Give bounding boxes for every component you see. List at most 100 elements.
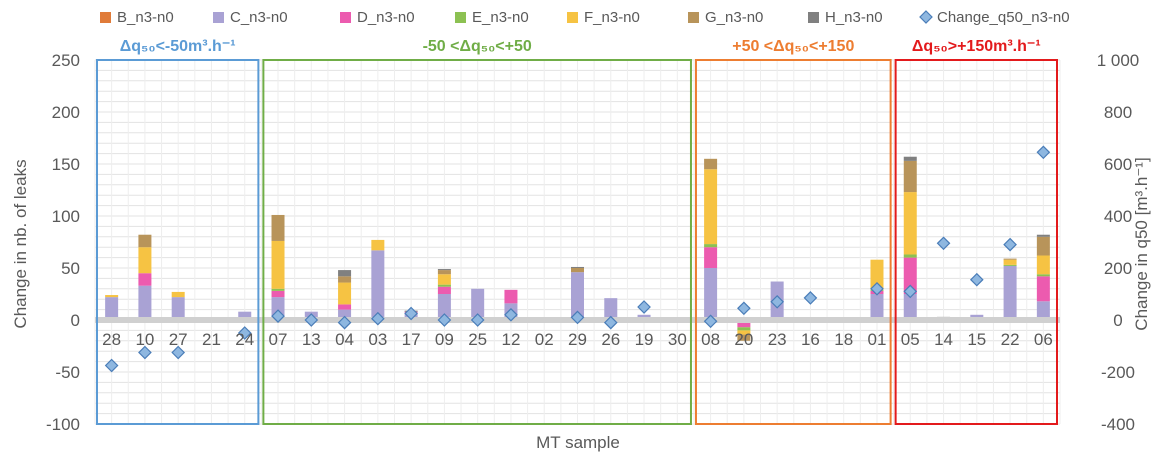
bar-G_n3-n0-06	[1036, 236, 1050, 256]
q50-marker-22	[1003, 237, 1017, 252]
bar-E_n3-n0-08	[704, 244, 718, 248]
bar-C_n3-n0-09	[437, 294, 451, 320]
category-label-26: 26	[601, 330, 620, 349]
group-label-3: Δq₅₀>+150m³.h⁻¹	[912, 38, 1041, 55]
bar-F_n3-n0-22	[1003, 259, 1017, 265]
q50-marker-29	[570, 310, 585, 325]
y2-tick-label: 800	[1104, 103, 1132, 122]
q50-marker-27	[171, 345, 186, 360]
bar-C_n3-n0-28	[105, 297, 119, 320]
bar-F_n3-n0-27	[171, 291, 185, 298]
category-label-12: 12	[501, 330, 520, 349]
bar-E_n3-n0-09	[437, 284, 451, 287]
q50-marker-06	[1036, 145, 1051, 160]
category-label-24: 24	[235, 330, 254, 349]
group-label-1: -50 <Δq₅₀<+50	[423, 38, 532, 55]
legend-swatch-C_n3-n0	[213, 12, 224, 23]
category-label-21: 21	[202, 330, 221, 349]
bar-E_n3-n0-20	[737, 327, 751, 331]
bar-C_n3-n0-05	[903, 294, 917, 320]
q50-marker-23	[770, 294, 785, 309]
category-label-09: 09	[435, 330, 454, 349]
q50-marker-03	[370, 311, 385, 326]
legend-label-B_n3-n0: B_n3-n0	[117, 9, 174, 26]
category-label-01: 01	[868, 330, 887, 349]
y2-axis-ticks: -400 -200 0 200 400 600 800 1 000	[1097, 51, 1140, 434]
y-axis-ticks: -100 -50 0 50 100 150 200 250	[46, 51, 80, 434]
y-tick-label: 0	[71, 311, 80, 330]
bar-G_n3-n0-10	[138, 234, 152, 248]
x-axis-label: MT sample	[536, 433, 620, 452]
category-label-07: 07	[269, 330, 288, 349]
bar-C_n3-n0-06	[1036, 301, 1050, 320]
bar-C_n3-n0-04	[338, 309, 352, 320]
legend-swatch-B_n3-n0	[100, 12, 111, 23]
legend-swatch-E_n3-n0	[455, 12, 466, 23]
y2-tick-label: 400	[1104, 207, 1132, 226]
legend-label-E_n3-n0: E_n3-n0	[472, 9, 529, 26]
y2-tick-label: 200	[1104, 259, 1132, 278]
bar-E_n3-n0-07	[271, 288, 285, 291]
bar-H_n3-n0-05	[903, 156, 917, 161]
category-label-13: 13	[302, 330, 321, 349]
bar-G_n3-n0-22	[1003, 258, 1017, 260]
y2-axis-label: Change in q50 [m³.h⁻¹]	[1132, 157, 1151, 330]
q50-marker-13	[304, 313, 319, 327]
bar-F_n3-n0-05	[903, 192, 917, 255]
q50-marker-19	[637, 300, 651, 314]
bar-C_n3-n0-10	[138, 285, 152, 320]
bar-F_n3-n0-09	[437, 274, 451, 285]
bar-D_n3-n0-08	[704, 247, 718, 268]
legend-swatch-F_n3-n0	[567, 12, 578, 23]
bar-G_n3-n0-08	[704, 158, 718, 170]
q50-marker-26	[603, 315, 618, 330]
group-boxes: Δq₅₀<-50m³.h⁻¹ -50 <Δq₅₀<+50 +50 <Δq₅₀<+15…	[96, 38, 1058, 425]
y2-tick-label: 0	[1113, 311, 1122, 330]
category-label-27: 27	[169, 330, 188, 349]
bar-H_n3-n0-04	[338, 270, 352, 277]
bar-G_n3-n0-05	[903, 160, 917, 193]
category-label-17: 17	[402, 330, 421, 349]
legend-marker-Change_q50_n3-n0	[919, 10, 933, 24]
y-tick-label: -50	[55, 363, 80, 382]
category-label-28: 28	[102, 330, 121, 349]
bar-H_n3-n0-09	[437, 269, 451, 271]
q50-markers	[104, 145, 1051, 373]
bar-F_n3-n0-20	[737, 330, 751, 335]
y-tick-label: 100	[52, 207, 80, 226]
bar-D_n3-n0-09	[437, 286, 451, 294]
bar-C_n3-n0-22	[1003, 265, 1017, 320]
category-label-14: 14	[934, 330, 953, 349]
bar-F_n3-n0-01	[870, 259, 884, 290]
category-label-23: 23	[768, 330, 787, 349]
q50-marker-16	[803, 291, 818, 305]
q50-marker-28	[104, 358, 119, 373]
bar-C_n3-n0-08	[704, 268, 718, 320]
category-label-22: 22	[1001, 330, 1020, 349]
q50-marker-12	[504, 307, 518, 322]
legend-label-Change_q50_n3-n0: Change_q50_n3-n0	[937, 9, 1070, 26]
y-tick-label: -100	[46, 415, 80, 434]
bar-F_n3-n0-08	[704, 169, 718, 245]
bar-F_n3-n0-06	[1036, 255, 1050, 275]
legend-label-C_n3-n0: C_n3-n0	[230, 9, 288, 26]
q50-marker-25	[470, 313, 485, 327]
category-label-20: 20	[734, 330, 753, 349]
y2-tick-label: 600	[1104, 155, 1132, 174]
group-box-3	[894, 59, 1058, 425]
y2-tick-label: -200	[1101, 363, 1135, 382]
category-label-05: 05	[901, 330, 920, 349]
bar-G_n3-n0-29	[571, 268, 584, 273]
q50-marker-20	[737, 301, 751, 316]
q50-marker-17	[404, 306, 418, 321]
category-label-18: 18	[834, 330, 853, 349]
bar-C_n3-n0-25	[471, 288, 485, 320]
legend-swatch-D_n3-n0	[340, 12, 351, 23]
category-label-06: 06	[1034, 330, 1053, 349]
category-label-04: 04	[335, 330, 354, 349]
bar-F_n3-n0-10	[138, 247, 152, 274]
y2-tick-label: 1 000	[1097, 51, 1140, 70]
bar-D_n3-n0-20	[737, 320, 751, 328]
bar-D_n3-n0-10	[138, 273, 152, 286]
